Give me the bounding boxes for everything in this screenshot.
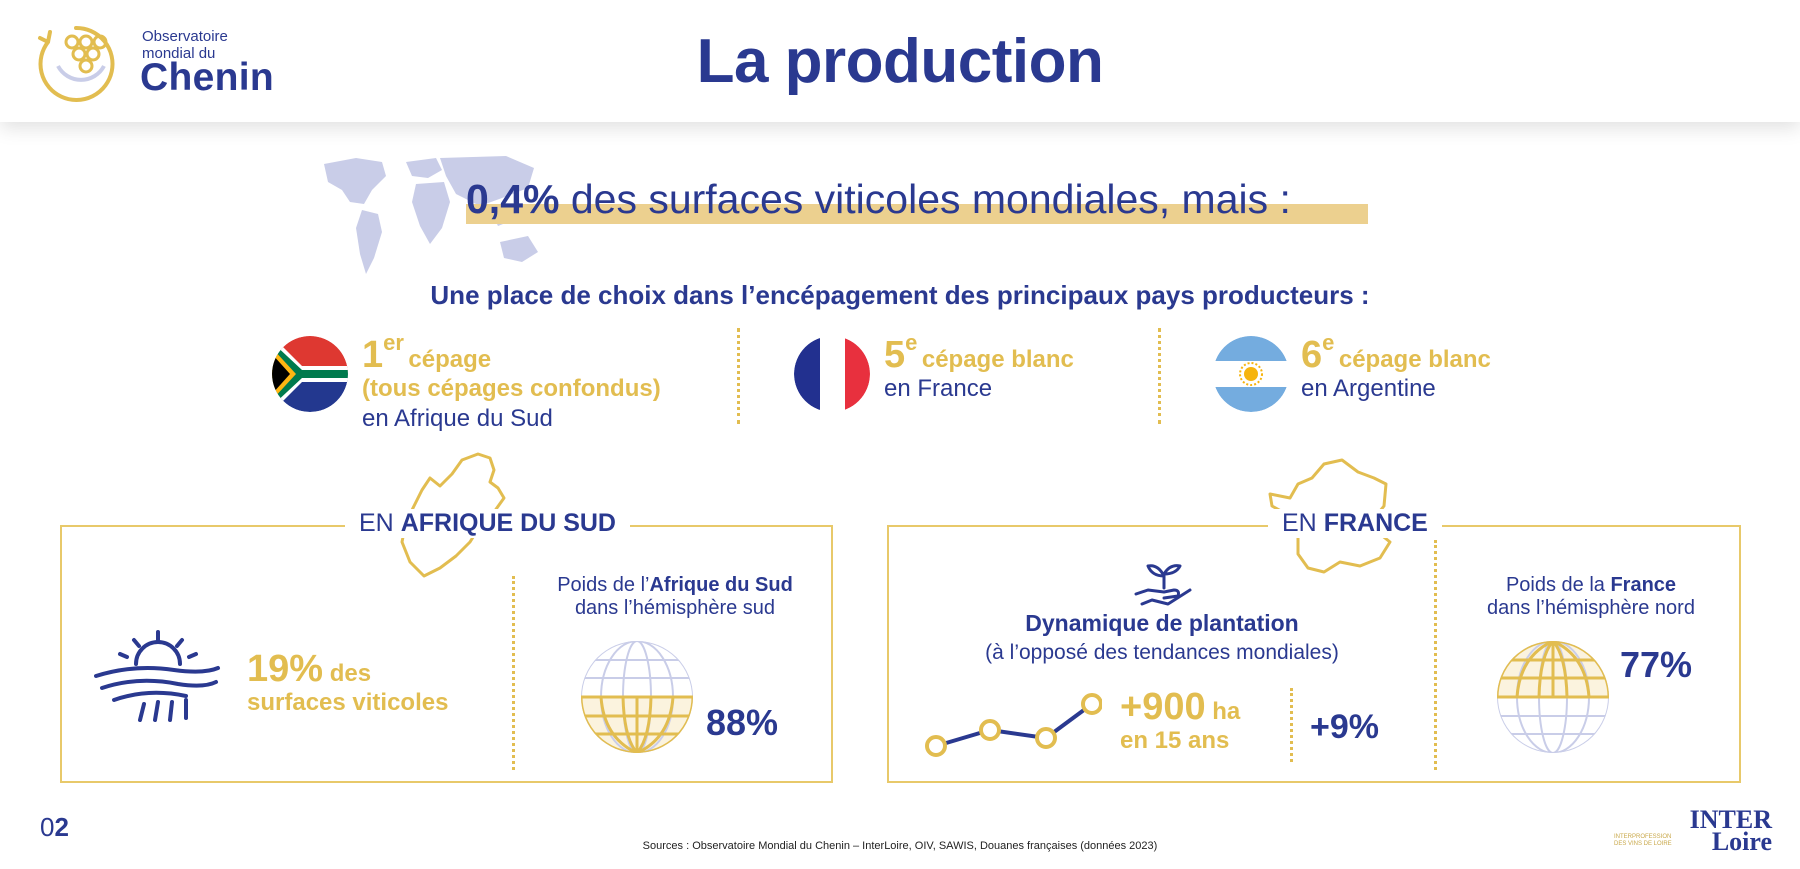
brand-small: INTERPROFESSION DES VINS DE LOIRE [1614, 834, 1672, 848]
hectares-value: +900 [1120, 686, 1206, 728]
grape-logo-icon [38, 25, 115, 102]
page-number-bold: 2 [54, 812, 69, 842]
france-panel-title: EN FRANCE [1268, 509, 1442, 538]
weight-hemisphere: dans l’hémisphère nord [1487, 597, 1695, 619]
logo-line-2: mondial du [142, 45, 216, 62]
weight-hemisphere: dans l’hémisphère sud [574, 597, 776, 619]
logo-subtitle: Observatoire mondial du [142, 28, 302, 62]
weight-country: France [1610, 574, 1677, 596]
rank-suffix: e [905, 330, 918, 355]
area-des: des [323, 660, 372, 687]
south-africa-panel-title: EN AFRIQUE DU SUD [345, 509, 630, 538]
divider [512, 576, 515, 770]
panel-title-bold: AFRIQUE DU SUD [400, 509, 616, 537]
hero-highlight-bar [466, 204, 1368, 224]
dynamics-title: Dynamique de plantation [1025, 610, 1299, 636]
hero-text: des surfaces viticoles mondiales, mais : [559, 176, 1291, 222]
panel-title-prefix: EN [1282, 509, 1324, 537]
area-percent: 19% [247, 648, 324, 690]
panel-title-bold: FRANCE [1323, 509, 1428, 537]
dynamics-subtitle: (à l’opposé des tendances mondiales) [985, 641, 1339, 664]
rank-number: 6e [1301, 330, 1334, 376]
brand-small-2: DES VINS DE LOIRE [1614, 841, 1672, 847]
south-africa-map-icon [400, 452, 506, 578]
france-weight-value: 77% [1620, 644, 1693, 685]
ranking-subtitle: Une place de choix dans l’encépagement d… [430, 280, 1370, 310]
rank-tag: cépage [408, 346, 492, 373]
rank-country-line: en France [884, 375, 993, 402]
rank-tag: cépage blanc [1338, 346, 1491, 373]
area-label: surfaces viticoles [247, 689, 449, 716]
logo-wordmark: Chenin [140, 56, 274, 99]
globe-south-icon [581, 641, 693, 753]
globe-north-icon [1497, 641, 1609, 753]
plantation-percent: +9% [1310, 708, 1379, 746]
argentina-flag-icon [1213, 336, 1289, 412]
france-weight-caption: Poids de la France dans l’hémisphère nor… [1456, 574, 1726, 620]
page-title: La production [696, 27, 1104, 96]
brand-top: INTER [1689, 805, 1772, 834]
rank-suffix: e [1322, 330, 1335, 355]
rank-tag-2: (tous cépages confondus) [362, 375, 661, 402]
rank-number-value: 5 [884, 334, 906, 376]
ranking-south-africa: 1er cépage (tous cépages confondus) en A… [362, 330, 722, 433]
rank-number: 5e [884, 330, 917, 376]
brand-small-1: INTERPROFESSION [1614, 834, 1672, 840]
weight-country: Afrique du Sud [649, 574, 793, 596]
plantation-hectares: +900 ha en 15 ans [1120, 686, 1290, 755]
france-flag-icon [794, 336, 870, 412]
weight-prefix: Poids de l’ [557, 574, 650, 596]
divider [1290, 688, 1293, 762]
seedling-hand-icon [1134, 564, 1192, 606]
south-africa-weight-caption: Poids de l’Afrique du Sud dans l’hémisph… [540, 574, 810, 620]
divider [1158, 328, 1161, 424]
interloire-logo: INTER Loire INTERPROFESSION DES VINS DE … [1612, 805, 1772, 856]
south-africa-weight-value: 88% [706, 702, 779, 743]
sources-footnote: Sources : Observatoire Mondial du Chenin… [642, 840, 1158, 852]
hectares-period: en 15 ans [1120, 727, 1230, 754]
ranking-france: 5e cépage blanc en France [884, 330, 1184, 403]
divider [737, 328, 740, 424]
rank-tag: cépage blanc [921, 346, 1074, 373]
rank-suffix: er [383, 330, 404, 355]
logo-line-1: Observatoire [142, 28, 228, 45]
ranking-argentina: 6e cépage blanc en Argentine [1301, 330, 1621, 403]
rank-number-value: 6 [1301, 334, 1323, 376]
south-africa-area-stat: 19% des surfaces viticoles [247, 648, 487, 717]
header-bar: Observatoire mondial du Chenin La produc… [0, 0, 1800, 122]
south-africa-flag-icon [272, 336, 348, 412]
rank-country-line: en Argentine [1301, 375, 1436, 402]
sunrise-field-icon [94, 630, 220, 722]
page-number-prefix: 0 [40, 812, 55, 842]
hero-percent: 0,4% [466, 176, 560, 222]
panel-title-prefix: EN [359, 509, 401, 537]
divider [1434, 540, 1437, 770]
page-number: 02 [40, 812, 69, 843]
weight-prefix: Poids de la [1505, 574, 1611, 596]
plantation-dynamics: Dynamique de plantation (à l’opposé des … [940, 610, 1384, 665]
rank-number: 1er [362, 330, 404, 376]
brand-bottom: Loire [1711, 827, 1772, 856]
hero-statement: 0,4% des surfaces viticoles mondiales, m… [466, 176, 1291, 223]
rank-country-line: en Afrique du Sud [362, 405, 553, 432]
rank-number-value: 1 [362, 334, 384, 376]
hectares-unit: ha [1205, 698, 1241, 725]
growth-line-icon [925, 693, 1102, 757]
